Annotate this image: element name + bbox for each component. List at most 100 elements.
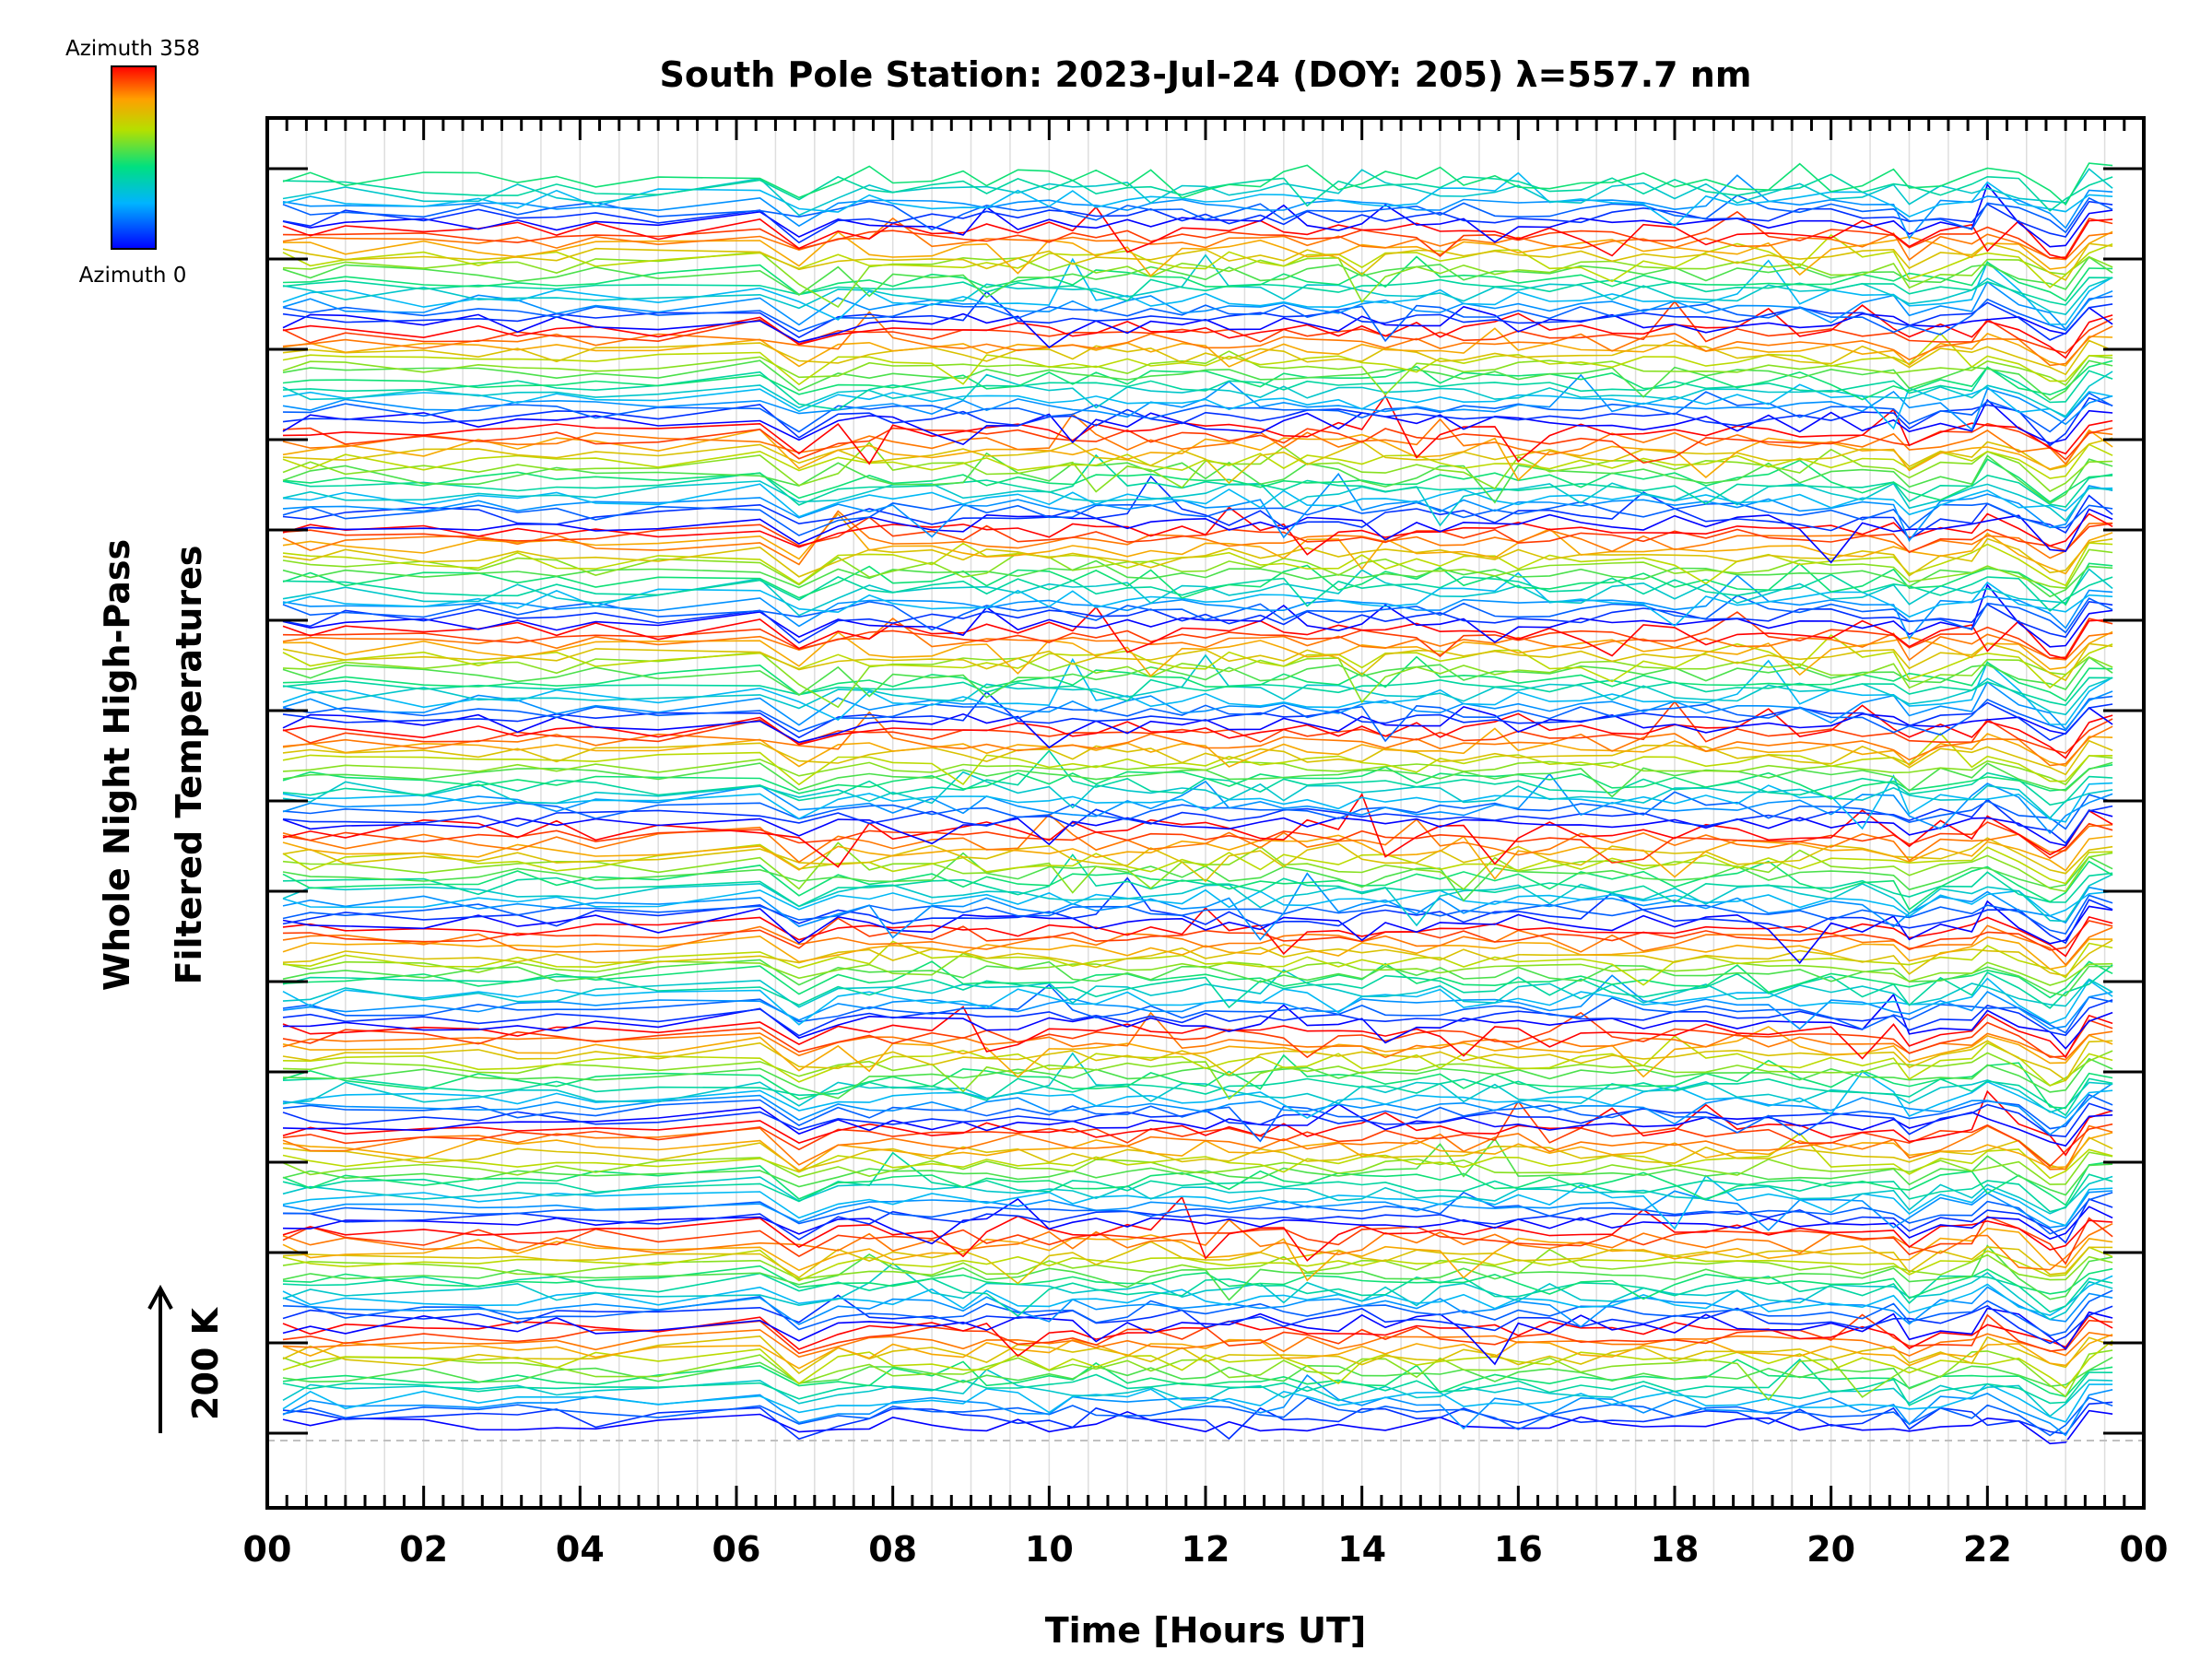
series-line [282, 1174, 2113, 1230]
series-line [282, 655, 2113, 702]
series-line [282, 939, 2113, 977]
series-line [282, 508, 2113, 564]
x-tick-label: 04 [556, 1529, 605, 1570]
series-line [282, 653, 2113, 716]
series-line [282, 1089, 2113, 1157]
series-line [282, 1286, 2113, 1328]
series-line [282, 327, 2113, 368]
series-line [282, 506, 2113, 556]
series-line [282, 798, 2113, 844]
series-line [282, 606, 2113, 660]
series-line [282, 255, 2113, 302]
series-line [282, 774, 2113, 830]
series-line [282, 1339, 2113, 1390]
series-line [282, 217, 2113, 262]
series-line [282, 311, 2113, 367]
series-line [282, 480, 2113, 527]
series-line [282, 233, 2113, 288]
series-line [282, 634, 2113, 689]
series-line [282, 1160, 2113, 1206]
series-line [282, 873, 2113, 927]
series-line [282, 1132, 2113, 1172]
series-line [282, 594, 2113, 634]
series-line [282, 500, 2113, 536]
series-line [282, 791, 2113, 830]
series-line [282, 1057, 2113, 1100]
series-line [282, 206, 2113, 260]
series-line [282, 834, 2113, 880]
series-line [282, 1272, 2113, 1317]
series-line [282, 1349, 2113, 1402]
series-line [282, 1197, 2113, 1245]
series-line [282, 174, 2113, 240]
series-line [282, 977, 2113, 1026]
series-line [282, 680, 2113, 731]
series-line [282, 657, 2113, 725]
series-line [282, 617, 2113, 662]
series-line [282, 1313, 2113, 1355]
series-line [282, 574, 2113, 640]
series-line [282, 359, 2113, 401]
x-tick-label: 00 [2120, 1529, 2169, 1570]
series-lines [282, 162, 2113, 1445]
series-line [282, 512, 2113, 575]
series-line [282, 398, 2113, 446]
series-line [282, 1265, 2113, 1300]
series-line [282, 1248, 2113, 1281]
x-tick-label: 12 [1182, 1529, 1230, 1570]
series-line [282, 690, 2113, 742]
series-line [282, 1195, 2113, 1262]
series-line [282, 359, 2113, 401]
series-line [282, 255, 2113, 299]
colorbar-top-label: Azimuth 358 [65, 37, 200, 61]
series-line [282, 935, 2113, 971]
series-line [282, 429, 2113, 481]
series-line [282, 542, 2113, 587]
x-tick-label: 08 [868, 1529, 917, 1570]
series-line [282, 754, 2113, 786]
series-line [282, 1329, 2113, 1359]
series-line [282, 1358, 2113, 1406]
gridlines [305, 118, 2106, 1508]
scale-bar-label: 200 K [185, 1306, 226, 1420]
x-tick-label: 18 [1651, 1529, 1700, 1570]
series-line [282, 1409, 2113, 1445]
series-line [282, 171, 2113, 227]
x-tick-label: 06 [712, 1529, 761, 1570]
series-line [282, 483, 2113, 518]
series-line [282, 771, 2113, 819]
series-line [282, 630, 2113, 677]
series-line [282, 711, 2113, 767]
series-line [282, 1356, 2113, 1390]
y-axis-label-line2: Filtered Temperatures [169, 546, 209, 985]
series-line [282, 600, 2113, 644]
x-tick-label: 00 [243, 1529, 292, 1570]
series-line [282, 959, 2113, 997]
series-line [282, 1050, 2113, 1100]
series-line [282, 1151, 2113, 1185]
series-line [282, 383, 2113, 430]
series-line [282, 960, 2113, 999]
series-line [282, 559, 2113, 598]
series-line [282, 1396, 2113, 1437]
series-line [282, 173, 2113, 212]
series-line [282, 305, 2113, 349]
series-line [282, 1359, 2113, 1398]
series-line [282, 422, 2113, 465]
series-line [282, 1289, 2113, 1336]
series-line [282, 295, 2113, 343]
series-line [282, 1382, 2113, 1423]
series-line [282, 642, 2113, 682]
series-line [282, 230, 2113, 277]
colorbar: Azimuth 358 Azimuth 0 [65, 37, 200, 288]
colorbar-bottom-label: Azimuth 0 [79, 264, 187, 288]
series-line [282, 809, 2113, 847]
series-line [282, 241, 2113, 281]
x-tick-labels: 00 02 04 06 08 10 12 14 16 18 20 22 00 [243, 1529, 2169, 1570]
series-line [282, 568, 2113, 617]
series-line [282, 1262, 2113, 1321]
series-line [282, 1334, 2113, 1370]
series-line [282, 1100, 2113, 1168]
series-line [282, 974, 2113, 1030]
